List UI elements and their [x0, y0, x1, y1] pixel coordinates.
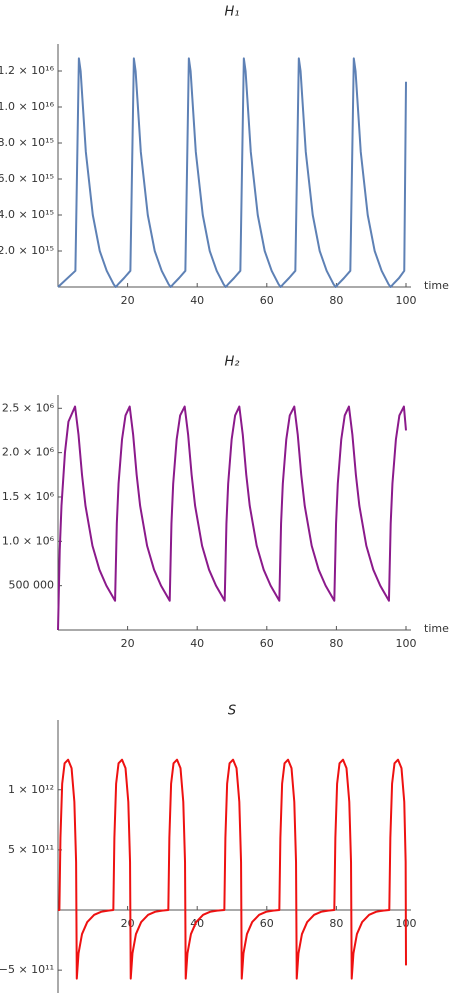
x-tick-label: 100 [396, 294, 417, 307]
chart-title: H₂ [225, 355, 240, 370]
x-tick-label: 80 [329, 637, 343, 650]
y-tick-label: 6.0 × 10¹⁵ [0, 172, 54, 185]
data-line [58, 758, 407, 980]
x-tick-label: 40 [190, 294, 204, 307]
data-line [57, 405, 407, 631]
x-tick-label: 20 [121, 917, 135, 930]
y-tick-label: 2.5 × 10⁶ [2, 401, 55, 414]
x-tick-label: 60 [260, 637, 274, 650]
x-tick-label: 60 [260, 917, 274, 930]
y-tick-label: 1.5 × 10⁶ [2, 490, 55, 503]
x-axis-label: time [424, 622, 449, 635]
x-tick-label: 100 [396, 637, 417, 650]
x-tick-label: 40 [190, 917, 204, 930]
x-tick-label: 40 [190, 637, 204, 650]
y-tick-label: 2.0 × 10⁶ [2, 446, 55, 459]
x-axis-label: time [424, 279, 449, 292]
y-tick-label: 1 × 10¹² [8, 783, 54, 796]
chart-title: S [228, 704, 236, 719]
x-tick-label: 80 [329, 917, 343, 930]
chart-title: H₁ [225, 5, 240, 20]
y-tick-label: 500 000 [9, 579, 55, 592]
y-tick-label: 2.0 × 10¹⁵ [0, 244, 54, 257]
y-tick-label: 4.0 × 10¹⁵ [0, 208, 54, 221]
y-tick-label: 5 × 10¹¹ [8, 843, 54, 856]
y-tick-label: −5 × 10¹¹ [0, 963, 54, 976]
x-tick-label: 20 [121, 294, 135, 307]
x-tick-label: 80 [329, 294, 343, 307]
y-tick-label: 1.2 × 10¹⁶ [0, 64, 55, 77]
x-tick-label: 20 [121, 637, 135, 650]
y-tick-label: 8.0 × 10¹⁵ [0, 136, 54, 149]
y-tick-label: 1.0 × 10¹⁶ [0, 100, 55, 113]
x-tick-label: 60 [260, 294, 274, 307]
data-line [57, 57, 407, 288]
y-tick-label: 1.0 × 10⁶ [2, 534, 55, 547]
